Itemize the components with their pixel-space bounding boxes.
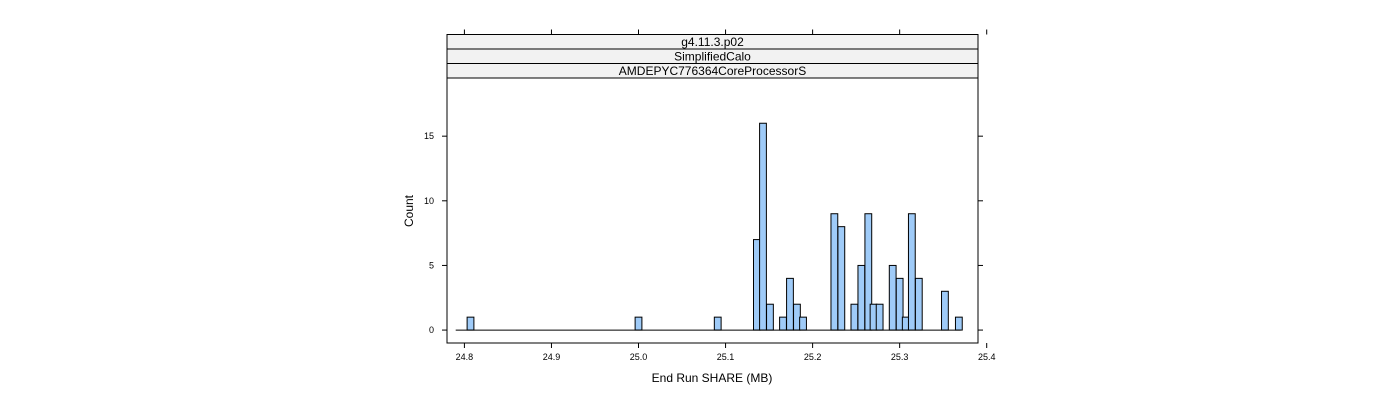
histogram-bar [914, 277, 923, 331]
x-tick-label: 25.4 [978, 352, 996, 362]
histogram-bar [888, 264, 897, 331]
histogram-bar [766, 303, 774, 331]
y-axis-ticks: 0 5 10 15 [424, 131, 983, 335]
x-axis-ticks: 24.8 24.9 25.0 25.1 25.2 25.3 25.4 [456, 29, 996, 362]
strip-label: AMDEPYC776364CoreProcessorS [619, 64, 806, 78]
histogram-bar [857, 264, 866, 331]
x-tick-label: 25.1 [717, 352, 735, 362]
y-tick-label: 5 [429, 260, 434, 270]
x-tick-label: 25.0 [630, 352, 648, 362]
histogram-bar [850, 303, 859, 331]
y-tick-label: 15 [424, 131, 434, 141]
y-tick-label: 0 [429, 325, 434, 335]
panel-strips: g4.11.3.p02SimplifiedCaloAMDEPYC776364Co… [446, 34, 979, 79]
x-axis-title: End Run SHARE (MB) [652, 371, 773, 385]
histogram-bar [779, 316, 787, 331]
strip-label: SimplifiedCalo [674, 50, 751, 64]
histogram-bar [941, 290, 949, 331]
histogram-bar [954, 316, 963, 331]
histogram-bar [830, 213, 839, 331]
y-tick-label: 10 [424, 196, 434, 206]
x-tick-label: 25.2 [804, 352, 822, 362]
histogram-bar [875, 303, 884, 331]
histogram-bar [634, 316, 643, 331]
histogram-bar [713, 316, 722, 331]
histogram-bar [907, 213, 916, 331]
y-axis-title: Count [402, 194, 416, 227]
histogram-bar [759, 122, 767, 331]
histogram-bar [837, 226, 846, 331]
plot-panel [446, 77, 979, 344]
strip-label: g4.11.3.p02 [681, 35, 744, 49]
x-tick-label: 25.3 [891, 352, 909, 362]
x-tick-label: 24.8 [456, 352, 474, 362]
histogram-bars [466, 122, 963, 331]
x-tick-label: 24.9 [543, 352, 561, 362]
histogram-bar [799, 316, 807, 331]
histogram-bar [466, 316, 475, 331]
histogram-bar [786, 277, 794, 331]
